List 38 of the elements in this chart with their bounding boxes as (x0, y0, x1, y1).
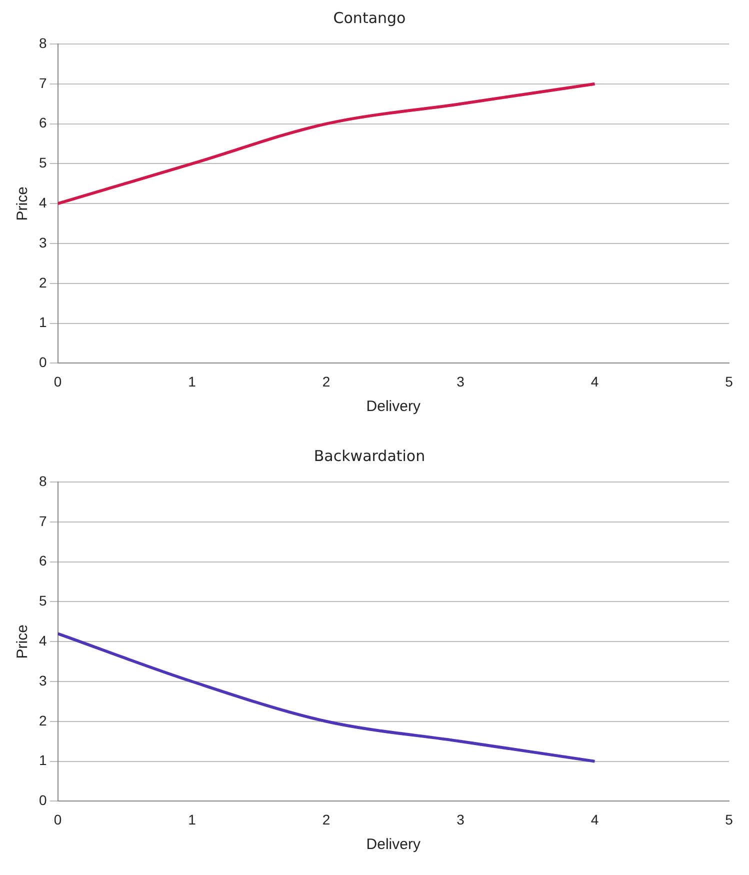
y-tick-label: 5 (38, 154, 47, 171)
x-tick-label: 5 (725, 811, 734, 828)
x-tick-label: 4 (590, 811, 599, 828)
y-tick-label: 7 (38, 512, 47, 529)
y-axis-title: Price (14, 624, 32, 659)
x-tick-label: 3 (456, 373, 465, 390)
y-tick-label: 4 (38, 194, 47, 210)
x-tick-label: 1 (188, 373, 196, 390)
y-tick-label: 8 (38, 472, 47, 489)
y-tick-label: 3 (38, 672, 47, 688)
x-axis-title: Delivery (366, 836, 421, 854)
line-series (58, 632, 596, 763)
y-tick-label: 6 (38, 552, 47, 569)
y-tick-label: 1 (38, 314, 47, 330)
x-tick-label: 0 (54, 373, 62, 390)
y-tick-label: 7 (38, 74, 47, 91)
y-tick-label: 1 (38, 752, 47, 768)
y-tick-label: 4 (38, 632, 47, 648)
y-tick-label: 6 (38, 114, 47, 131)
x-tick-label: 5 (725, 373, 734, 390)
x-tick-label: 2 (322, 373, 330, 390)
y-axis-title: Price (14, 186, 32, 221)
x-axis-title: Delivery (366, 398, 421, 416)
y-tick-label: 5 (38, 592, 47, 609)
chart-title: Contango (333, 8, 406, 27)
x-tick-label: 4 (590, 373, 599, 390)
line-series (58, 82, 596, 206)
y-tick-label: 2 (38, 274, 47, 290)
y-tick-label: 0 (38, 354, 47, 370)
chart-title: Backwardation (314, 446, 426, 465)
x-tick-label: 2 (322, 811, 330, 828)
y-tick-label: 0 (38, 792, 47, 808)
x-tick-label: 3 (456, 811, 465, 828)
y-tick-label: 2 (38, 712, 47, 728)
y-tick-label: 8 (38, 34, 47, 51)
x-tick-label: 0 (54, 811, 62, 828)
y-tick-label: 3 (38, 234, 47, 250)
x-tick-label: 1 (188, 811, 196, 828)
